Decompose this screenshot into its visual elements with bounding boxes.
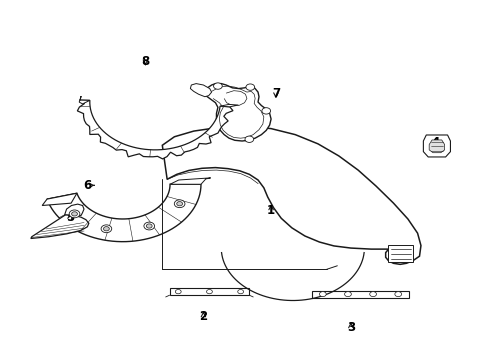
Circle shape xyxy=(319,292,325,297)
Circle shape xyxy=(101,225,111,233)
Polygon shape xyxy=(169,288,249,295)
Text: 1: 1 xyxy=(266,204,275,217)
Polygon shape xyxy=(203,84,270,141)
Polygon shape xyxy=(170,178,210,184)
Circle shape xyxy=(237,289,243,294)
Circle shape xyxy=(175,289,181,294)
Text: 4: 4 xyxy=(430,136,439,149)
Circle shape xyxy=(174,200,184,208)
Polygon shape xyxy=(77,100,232,159)
Text: 3: 3 xyxy=(346,321,354,334)
Polygon shape xyxy=(162,126,420,264)
Polygon shape xyxy=(311,291,408,298)
Polygon shape xyxy=(47,184,201,242)
Polygon shape xyxy=(42,193,77,206)
Polygon shape xyxy=(190,84,211,97)
Circle shape xyxy=(103,227,109,231)
Circle shape xyxy=(146,224,152,228)
Text: 2: 2 xyxy=(199,310,207,323)
Polygon shape xyxy=(64,204,84,215)
Circle shape xyxy=(245,84,254,90)
Polygon shape xyxy=(79,96,90,104)
Circle shape xyxy=(143,222,154,230)
Polygon shape xyxy=(387,244,412,261)
Text: 7: 7 xyxy=(271,87,280,100)
Polygon shape xyxy=(428,140,444,153)
Text: 5: 5 xyxy=(66,211,75,224)
Circle shape xyxy=(206,289,212,294)
Circle shape xyxy=(369,292,376,297)
Circle shape xyxy=(262,108,270,114)
Text: 6: 6 xyxy=(83,179,94,192)
Circle shape xyxy=(69,210,80,218)
Text: 8: 8 xyxy=(141,55,149,68)
Circle shape xyxy=(176,202,182,206)
Circle shape xyxy=(394,292,401,297)
Polygon shape xyxy=(31,215,89,238)
Circle shape xyxy=(344,292,350,297)
Circle shape xyxy=(244,136,253,143)
Polygon shape xyxy=(220,104,238,107)
Circle shape xyxy=(71,212,77,216)
Circle shape xyxy=(213,83,222,89)
Polygon shape xyxy=(423,135,449,157)
